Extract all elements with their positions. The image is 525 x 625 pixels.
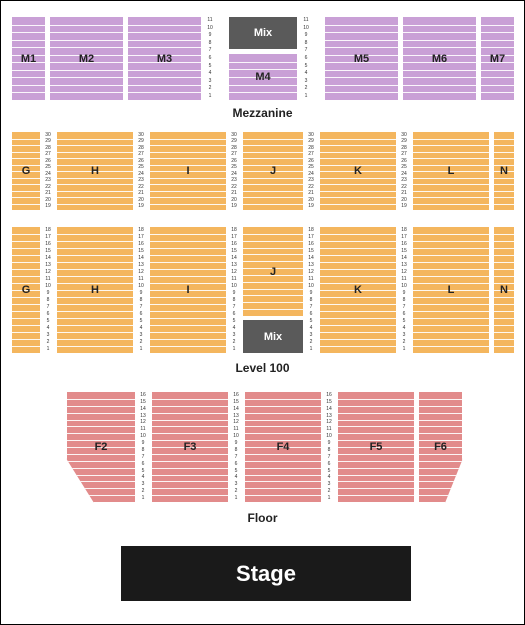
section-label: J — [270, 165, 276, 177]
row-numbers: 302928272625242322212019 — [229, 131, 239, 211]
section-m6[interactable]: M6 — [402, 16, 477, 101]
section-label: I — [186, 284, 189, 296]
section-label: K — [354, 284, 362, 296]
tier-label: Mezzanine — [1, 106, 524, 120]
section-label: F6 — [434, 441, 447, 453]
section-h[interactable]: H — [56, 226, 134, 354]
section-label: M5 — [354, 53, 369, 65]
tier-label: Level 100 — [1, 361, 524, 375]
section-m5[interactable]: M5 — [324, 16, 399, 101]
section-label: L — [448, 284, 455, 296]
section-label: G — [22, 284, 31, 296]
row-numbers: 181716151413121110987654321 — [136, 226, 146, 354]
row-numbers: 302928272625242322212019 — [399, 131, 409, 211]
section-f2[interactable]: F2 — [66, 391, 136, 503]
section-label: N — [500, 284, 508, 296]
row-numbers: 302928272625242322212019 — [43, 131, 53, 211]
section-f4[interactable]: F4 — [244, 391, 322, 503]
section-n[interactable]: N — [493, 226, 515, 354]
section-g[interactable]: G — [11, 226, 41, 354]
section-label: L — [448, 165, 455, 177]
mix-label: Mix — [264, 331, 282, 343]
row-numbers: 181716151413121110987654321 — [306, 226, 316, 354]
stage: Stage — [121, 546, 411, 601]
row-numbers: 181716151413121110987654321 — [399, 226, 409, 354]
row-numbers: 181716151413121110987654321 — [229, 226, 239, 354]
row-numbers: 302928272625242322212019 — [306, 131, 316, 211]
section-h[interactable]: H — [56, 131, 134, 211]
tier-label: Floor — [1, 511, 524, 525]
section-m7[interactable]: M7 — [480, 16, 515, 101]
mix-label: Mix — [254, 27, 272, 39]
section-m3[interactable]: M3 — [127, 16, 202, 101]
section-k[interactable]: K — [319, 226, 397, 354]
section-label: M3 — [157, 53, 172, 65]
section-n[interactable]: N — [493, 131, 515, 211]
section-label: F3 — [184, 441, 197, 453]
section-label: I — [186, 165, 189, 177]
section-label: G — [22, 165, 31, 177]
section-f6[interactable]: F6 — [418, 391, 463, 503]
section-label: N — [500, 165, 508, 177]
row-numbers: 181716151413121110987654321 — [43, 226, 53, 354]
row-numbers: 16151413121110987654321 — [231, 391, 241, 503]
section-label: M2 — [79, 53, 94, 65]
section-label: M1 — [21, 53, 36, 65]
section-l[interactable]: L — [412, 226, 490, 354]
row-numbers: 16151413121110987654321 — [324, 391, 334, 503]
section-g[interactable]: G — [11, 131, 41, 211]
section-label: M6 — [432, 53, 447, 65]
mix-booth: Mix — [228, 16, 298, 50]
section-label: H — [91, 284, 99, 296]
section-label: M7 — [490, 53, 505, 65]
section-i[interactable]: I — [149, 131, 227, 211]
section-label: K — [354, 165, 362, 177]
section-label: H — [91, 165, 99, 177]
section-f3[interactable]: F3 — [151, 391, 229, 503]
row-numbers: 16151413121110987654321 — [138, 391, 148, 503]
seating-chart: M1 M2 M3 M4 M5 M6 M7 1110987654321 1110987654321… — [0, 0, 525, 625]
stage-label: Stage — [236, 561, 296, 587]
section-m1[interactable]: M1 — [11, 16, 46, 101]
section-label: F2 — [95, 441, 108, 453]
mix-booth: Mix — [242, 319, 304, 354]
section-label: F5 — [370, 441, 383, 453]
section-f5[interactable]: F5 — [337, 391, 415, 503]
section-k[interactable]: K — [319, 131, 397, 211]
section-label: F4 — [277, 441, 290, 453]
section-m4[interactable]: M4 — [228, 53, 298, 101]
row-numbers: 1110987654321 — [301, 16, 311, 101]
row-numbers: 302928272625242322212019 — [136, 131, 146, 211]
row-numbers: 1110987654321 — [205, 16, 215, 101]
section-l[interactable]: L — [412, 131, 490, 211]
section-i[interactable]: I — [149, 226, 227, 354]
section-m2[interactable]: M2 — [49, 16, 124, 101]
section-j[interactable]: J — [242, 226, 304, 317]
section-j[interactable]: J — [242, 131, 304, 211]
